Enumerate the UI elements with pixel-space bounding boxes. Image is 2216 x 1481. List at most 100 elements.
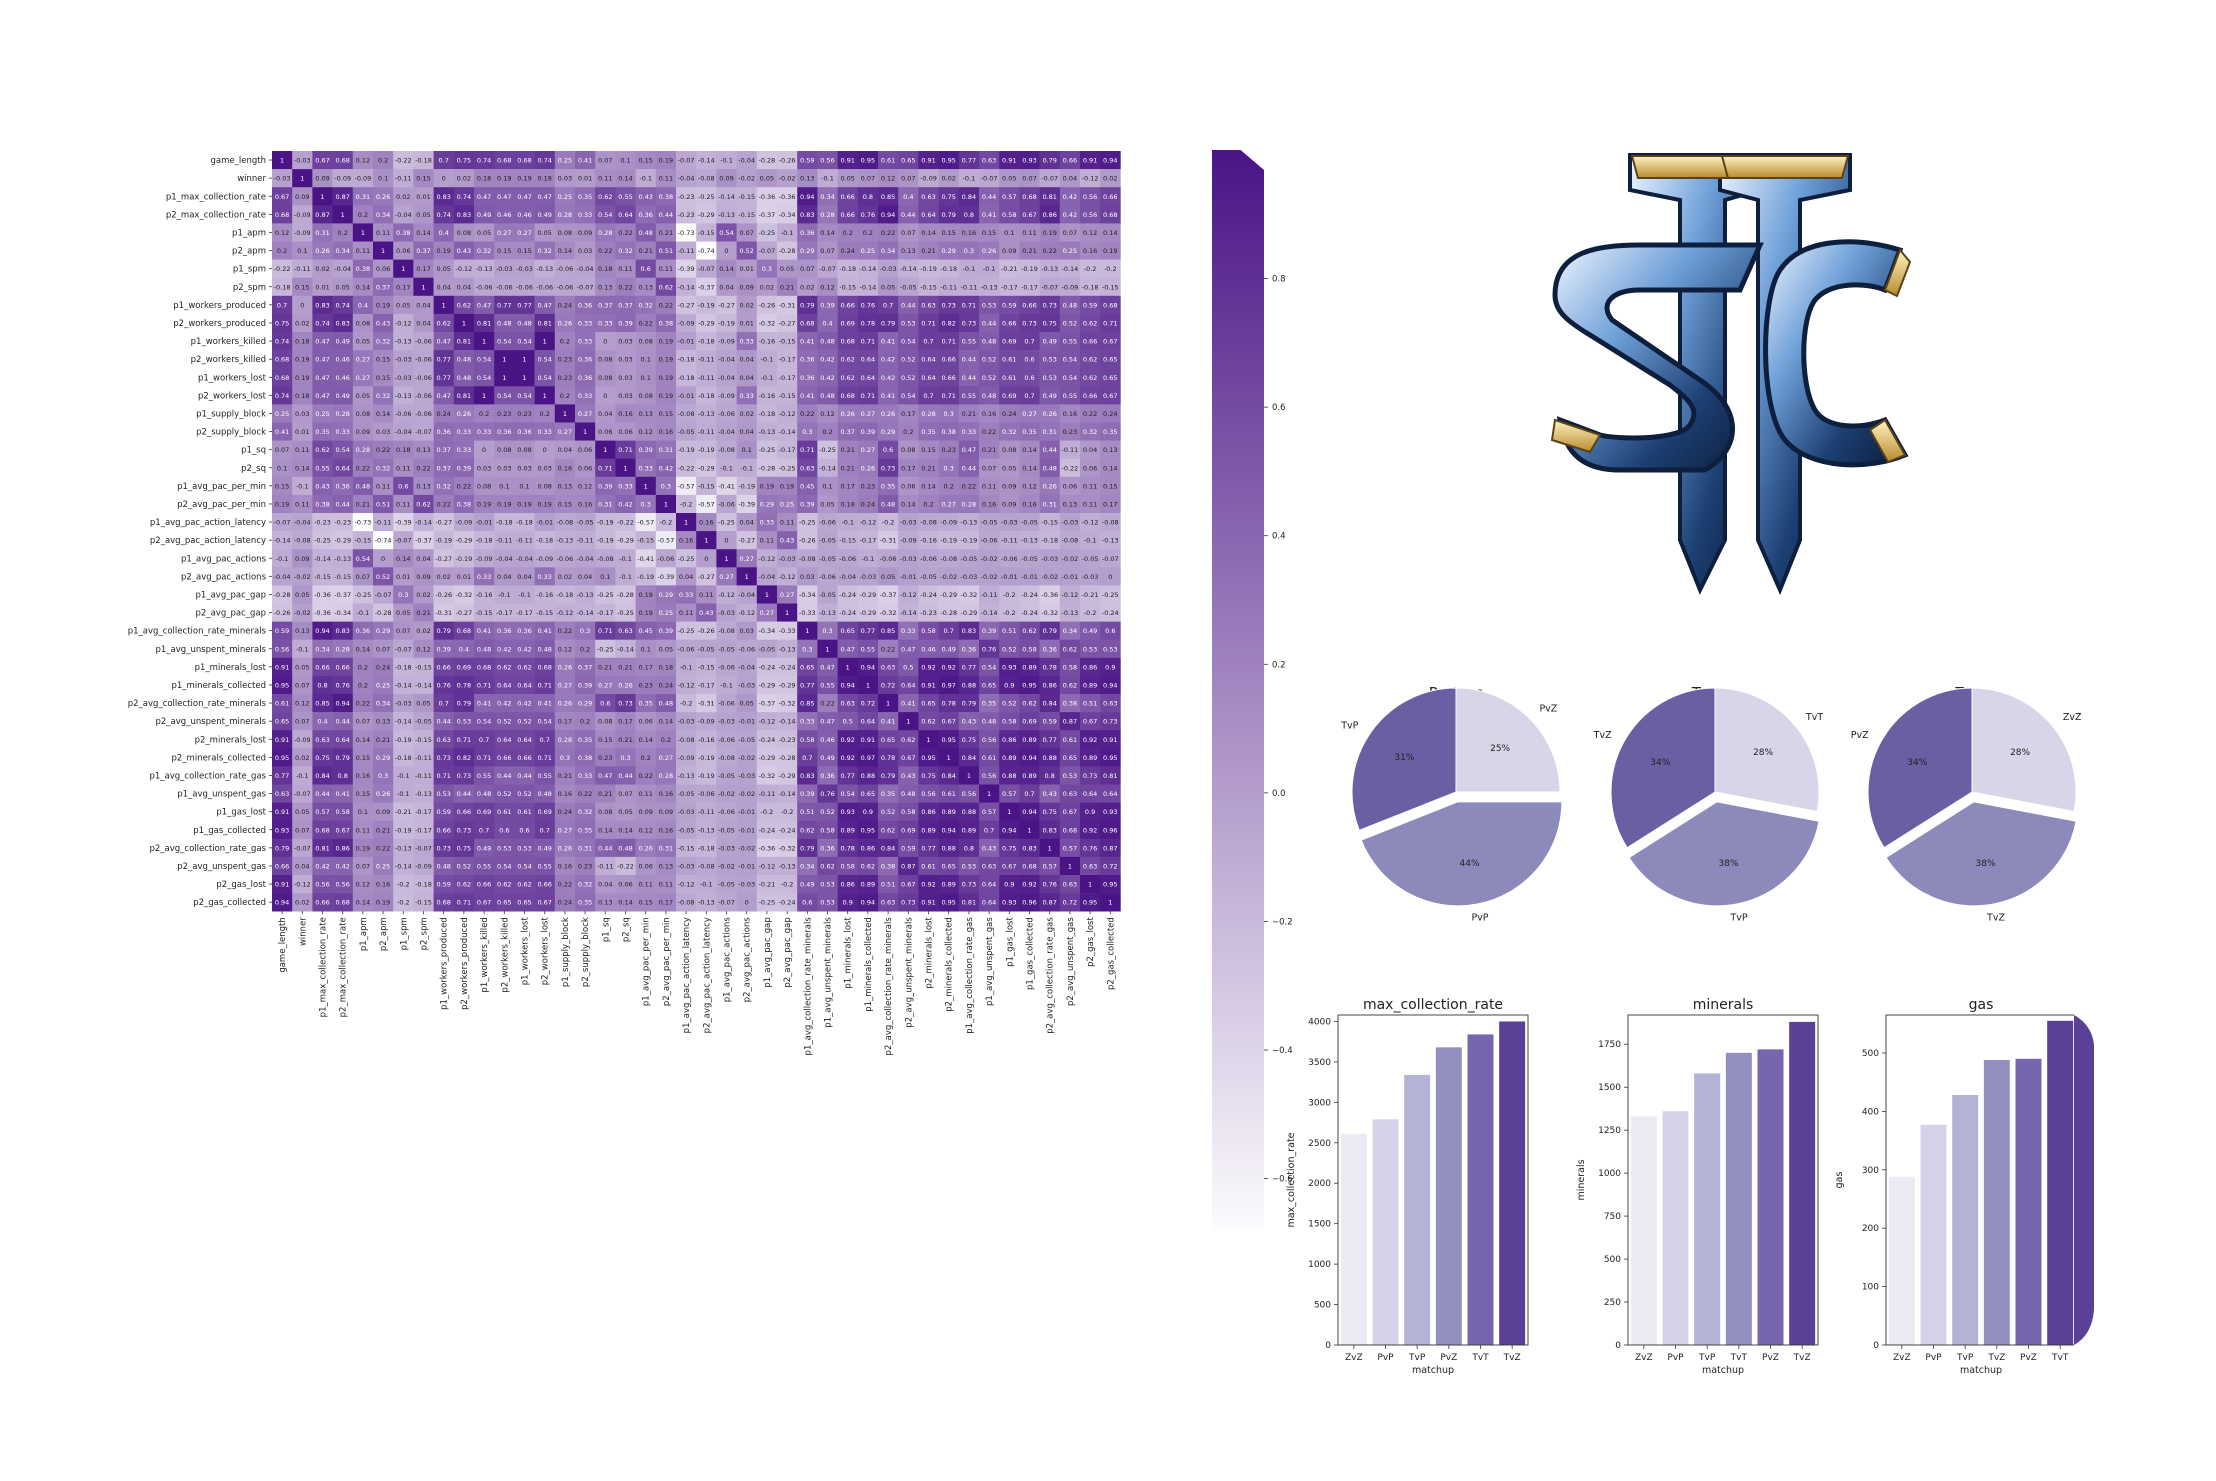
heatmap-cell-label: 0.79 — [962, 700, 976, 708]
heatmap-cell-label: -0.08 — [698, 862, 715, 870]
heatmap-cell — [898, 223, 919, 242]
heatmap-cell-label: 0.77 — [436, 374, 450, 382]
heatmap-cell — [494, 187, 515, 206]
heatmap-cell-label: -0.03 — [678, 718, 695, 726]
heatmap-cell-label: 0.21 — [618, 663, 632, 671]
heatmap-cell — [999, 458, 1020, 478]
heatmap-cell-label: -0.1 — [841, 519, 854, 527]
heatmap-cell-label: -0.32 — [758, 319, 775, 327]
heatmap-cell-label: 0.52 — [881, 808, 895, 816]
heatmap-cell-label: 0.26 — [881, 410, 895, 418]
heatmap-cell-label: 0.91 — [275, 881, 289, 889]
heatmap-cell-label: 0.01 — [457, 573, 471, 581]
bar-y-tick-label: 4000 — [1308, 1017, 1331, 1027]
heatmap-cell-label: 0.33 — [537, 428, 551, 436]
heatmap-cell-label: 0.13 — [295, 627, 309, 635]
heatmap-cell-label: -0.05 — [678, 790, 695, 798]
heatmap-cell — [817, 476, 838, 496]
heatmap-cell-label: 0.16 — [356, 772, 370, 780]
heatmap-cell — [635, 187, 657, 206]
heatmap-cell — [514, 368, 535, 387]
heatmap-cell-label: 0.81 — [457, 338, 471, 346]
heatmap-cell — [332, 259, 354, 278]
heatmap-cell — [272, 549, 293, 568]
heatmap-cell-label: 0.2 — [560, 338, 570, 346]
heatmap-cell-label: 0.76 — [335, 681, 349, 689]
heatmap-cell-label: 0.36 — [497, 627, 511, 635]
heatmap-cell-label: 0.65 — [800, 663, 814, 671]
heatmap-cell — [393, 440, 414, 459]
heatmap-cell — [756, 277, 778, 297]
heatmap-cell-label: 0 — [724, 537, 728, 545]
heatmap-cell-label: 0.12 — [416, 645, 430, 653]
heatmap-cell-label: 0.23 — [1063, 428, 1077, 436]
heatmap-cell-label: 1 — [1027, 826, 1031, 834]
heatmap-cell-label: 0.71 — [861, 338, 875, 346]
heatmap-cell — [1080, 549, 1101, 568]
heatmap-cell-label: -0.02 — [1041, 573, 1058, 581]
heatmap-cell-label: -0.14 — [395, 862, 412, 870]
heatmap-cell-label: -0.24 — [1021, 609, 1038, 617]
heatmap-cell-label: 0.52 — [497, 718, 511, 726]
heatmap-cell — [433, 295, 455, 315]
heatmap-cell-label: 0.65 — [881, 736, 895, 744]
heatmap-cell — [575, 313, 596, 333]
heatmap-cell — [1039, 259, 1061, 278]
heatmap-cell-label: -0.36 — [314, 591, 331, 599]
heatmap-cell-label: 0.57 — [1002, 193, 1016, 201]
heatmap-cell — [554, 277, 576, 297]
heatmap-cell — [1059, 476, 1081, 496]
heatmap-cell-label: -0.01 — [678, 392, 695, 400]
heatmap-cell — [352, 187, 374, 206]
heatmap-cell-label: 0.49 — [1083, 627, 1097, 635]
heatmap-cell-label: -0.14 — [900, 265, 917, 273]
heatmap-cell-label: 0.01 — [396, 573, 410, 581]
heatmap-cell — [615, 187, 636, 206]
heatmap-cell — [595, 205, 616, 224]
heatmap-cell — [756, 458, 778, 478]
heatmap-cell-label: 0.1 — [277, 464, 287, 472]
heatmap-cell-label: 0.72 — [1063, 899, 1077, 907]
heatmap-cell — [817, 223, 838, 242]
heatmap-cell — [1039, 549, 1061, 568]
heatmap-cell-label: 0.24 — [558, 899, 572, 907]
heatmap-cell-label: 0.04 — [295, 862, 309, 870]
heatmap-cell — [1059, 187, 1081, 206]
heatmap-cell-label: 0.24 — [840, 247, 854, 255]
heatmap-cell-label: -0.17 — [779, 356, 796, 364]
heatmap-cell-label: 0.79 — [881, 319, 895, 327]
heatmap-cell-label: 0.64 — [982, 899, 996, 907]
heatmap-cell-label: -0.19 — [597, 519, 614, 527]
heatmap-cell — [352, 241, 374, 260]
heatmap-cell — [676, 476, 697, 496]
heatmap-cell-label: 0.38 — [659, 193, 673, 201]
heatmap-cell-label: 0.7 — [802, 754, 812, 762]
heatmap-cell — [615, 422, 636, 441]
heatmap-cell — [534, 494, 556, 514]
heatmap-cell-label: 0.06 — [578, 446, 592, 454]
heatmap-cell-label: 0.04 — [739, 374, 753, 382]
heatmap-cell-label: 0.24 — [1103, 410, 1117, 418]
heatmap-cell-label: 1 — [300, 175, 304, 183]
heatmap-cell — [837, 549, 859, 568]
heatmap-cell-label: 0.12 — [638, 428, 652, 436]
heatmap-cell-label: 0.12 — [820, 283, 834, 291]
heatmap-cell — [453, 151, 475, 170]
heatmap-cell-label: 0.68 — [315, 826, 329, 834]
heatmap-cell-label: 0.71 — [436, 772, 450, 780]
heatmap-cell-label: -0.04 — [516, 555, 533, 563]
heatmap-cell — [1080, 332, 1101, 351]
heatmap-cell — [958, 422, 980, 441]
heatmap-cell — [352, 458, 374, 478]
heatmap-cell-label: 0.11 — [659, 881, 673, 889]
heatmap-cell-label: 0.43 — [376, 319, 390, 327]
heatmap-cell-label: 0.68 — [497, 157, 511, 165]
heatmap-cell-label: 0.13 — [416, 482, 430, 490]
heatmap-cell-label: -0.04 — [274, 573, 291, 581]
heatmap-cell-label: 0.77 — [517, 301, 531, 309]
heatmap-cell — [676, 259, 697, 278]
heatmap-cell — [1039, 169, 1061, 188]
heatmap-cell-label: 0.07 — [618, 790, 632, 798]
heatmap-cell — [615, 223, 636, 242]
heatmap-cell-label: -0.08 — [678, 736, 695, 744]
